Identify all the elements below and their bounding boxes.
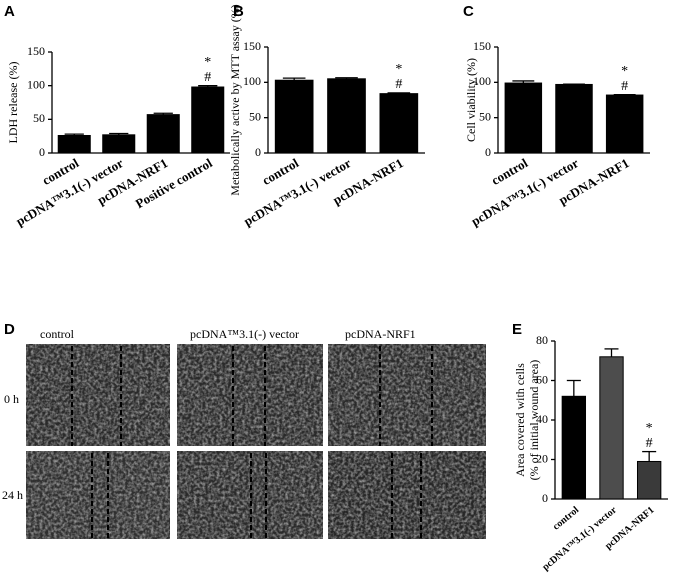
y-axis-label: Metabolically active by MTT assay (%)	[228, 4, 242, 195]
bar	[599, 356, 624, 500]
y-axis-label: LDH release (%)	[6, 62, 20, 144]
significance-mark: *	[204, 55, 211, 70]
significance-mark: #	[646, 436, 653, 451]
y-tick-label: 100	[243, 74, 261, 88]
bar	[504, 82, 543, 154]
significance-mark: #	[621, 79, 628, 94]
bar	[274, 79, 314, 154]
image-texture	[26, 451, 170, 539]
y-tick-label: 0	[542, 491, 548, 505]
y-tick-label: 60	[536, 372, 548, 386]
significance-mark: *	[395, 62, 402, 77]
significance-mark: *	[621, 64, 628, 79]
image-texture	[328, 344, 486, 446]
y-tick-label: 150	[27, 44, 45, 58]
significance-mark: *	[646, 421, 653, 436]
bar	[555, 83, 593, 154]
bar	[605, 94, 644, 154]
bar	[57, 134, 91, 154]
panel-label: D	[4, 321, 15, 338]
x-tick-label: Positive control	[133, 155, 215, 211]
bar	[561, 395, 587, 500]
y-tick-label: 100	[27, 77, 45, 91]
bar	[327, 78, 366, 154]
bar	[379, 93, 419, 154]
y-tick-label: 150	[243, 39, 261, 53]
column-label: pcDNA™3.1(-) vector	[190, 327, 299, 341]
bar	[191, 86, 225, 154]
y-axis-label: Area covered with cells	[513, 363, 527, 477]
y-axis-label: (% of initial wound area)	[527, 360, 541, 481]
y-tick-label: 0	[485, 145, 491, 159]
significance-mark: #	[395, 77, 402, 92]
y-tick-label: 0	[39, 145, 45, 159]
y-tick-label: 150	[473, 39, 491, 53]
image-texture	[177, 344, 323, 446]
y-tick-label: 80	[536, 333, 548, 347]
x-tick-label: control	[551, 504, 582, 532]
image-texture	[26, 344, 170, 446]
y-tick-label: 40	[536, 412, 548, 426]
x-tick-label: control	[259, 155, 301, 188]
y-axis-label: Cell viability (%)	[464, 58, 478, 142]
bar	[146, 114, 180, 154]
column-label: pcDNA-NRF1	[345, 327, 416, 341]
y-tick-label: 50	[249, 109, 261, 123]
bar	[102, 134, 136, 154]
row-label: 0 h	[4, 392, 19, 406]
row-label: 24 h	[2, 488, 23, 502]
y-tick-label: 20	[536, 451, 548, 465]
y-tick-label: 50	[479, 109, 491, 123]
panel-label: E	[512, 321, 522, 338]
image-texture	[328, 451, 486, 539]
y-tick-label: 0	[255, 145, 261, 159]
panel-label: C	[463, 3, 474, 20]
column-label: control	[40, 327, 75, 341]
significance-mark: #	[204, 70, 211, 85]
y-tick-label: 100	[473, 74, 491, 88]
bar	[636, 460, 662, 500]
panel-label: A	[4, 3, 15, 20]
micrographs	[26, 344, 486, 539]
wound-edges	[71, 346, 433, 538]
panel-label: B	[233, 3, 244, 20]
y-tick-label: 50	[33, 111, 45, 125]
